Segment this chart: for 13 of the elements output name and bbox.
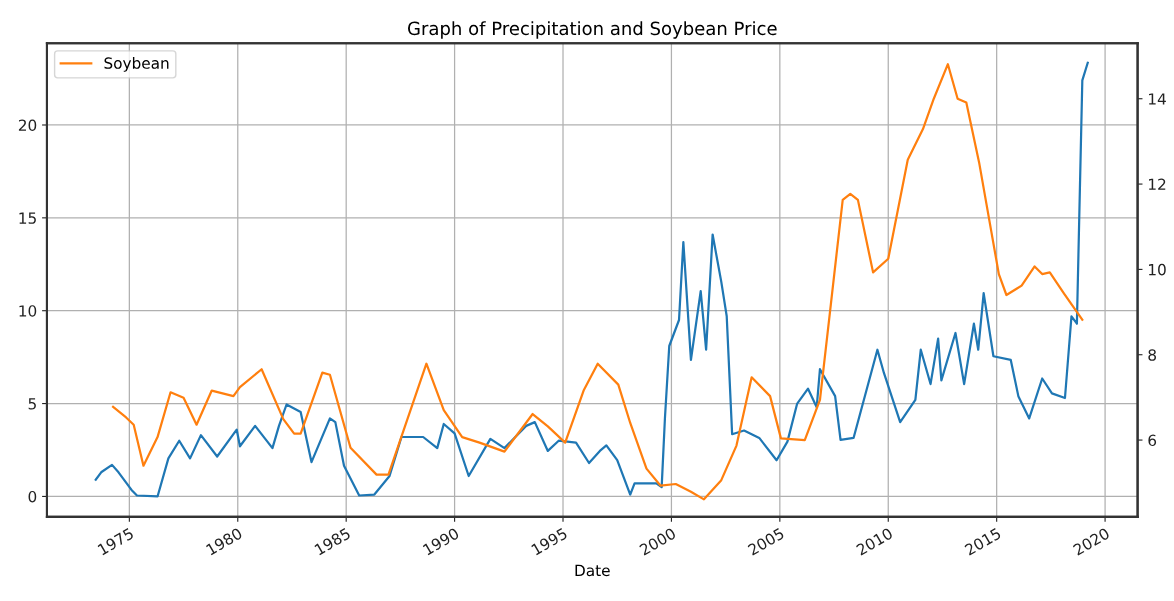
chart-title: Graph of Precipitation and Soybean Price [407,21,777,39]
y2-tick-label: 8 [1148,349,1156,361]
y-tick-label: 20 [18,119,37,132]
y2-tick-label: 12 [1149,178,1166,190]
y-tick-label: 10 [19,305,37,317]
y2-tick-label: 14 [1149,93,1166,105]
y-tick-label: 5 [28,398,36,410]
legend-label: Soybean [104,57,169,72]
y2-tick-label: 6 [1148,434,1157,447]
x-axis-title: Date [575,564,610,577]
y-tick-label: 0 [28,490,37,503]
y2-tick-label: 10 [1149,263,1166,276]
y-tick-label: 15 [19,212,36,224]
